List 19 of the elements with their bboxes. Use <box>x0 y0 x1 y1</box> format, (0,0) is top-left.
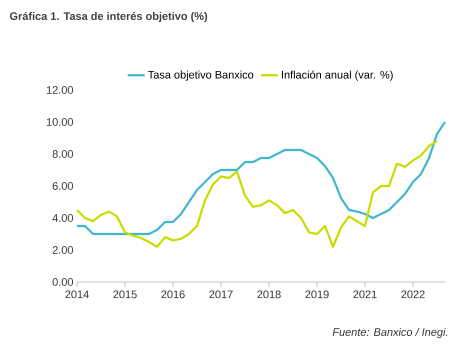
x-tick-label: 2015 <box>113 290 137 298</box>
y-tick-label: 4.00 <box>52 214 74 222</box>
y-tick-label: 6.00 <box>52 182 74 190</box>
y-tick-label: 10.00 <box>46 118 74 126</box>
y-tick-label: 8.00 <box>52 150 74 158</box>
x-tick-label: 2018 <box>257 290 281 298</box>
x-tick-label: 2016 <box>161 290 185 298</box>
x-tick-label: 2019 <box>305 290 329 298</box>
y-tick-label: 2.00 <box>52 246 74 254</box>
legend-label: Tasa objetivo Banxico <box>148 70 254 81</box>
text: Fuente: Banxico / Inegi. <box>332 328 448 338</box>
x-tick-label: 2017 <box>209 290 233 298</box>
x-tick-label: 2021 <box>353 290 377 298</box>
y-tick-label: 0.00 <box>52 278 74 286</box>
x-tick-label: 2014 <box>65 290 89 298</box>
chart-title: Gráfica 1. Tasa de interés objetivo (%) <box>10 12 208 22</box>
y-tick-label: 12.00 <box>46 86 74 94</box>
legend-label: Inflación anual (var. %) <box>282 70 393 81</box>
x-tick-label: 2022 <box>401 290 425 298</box>
